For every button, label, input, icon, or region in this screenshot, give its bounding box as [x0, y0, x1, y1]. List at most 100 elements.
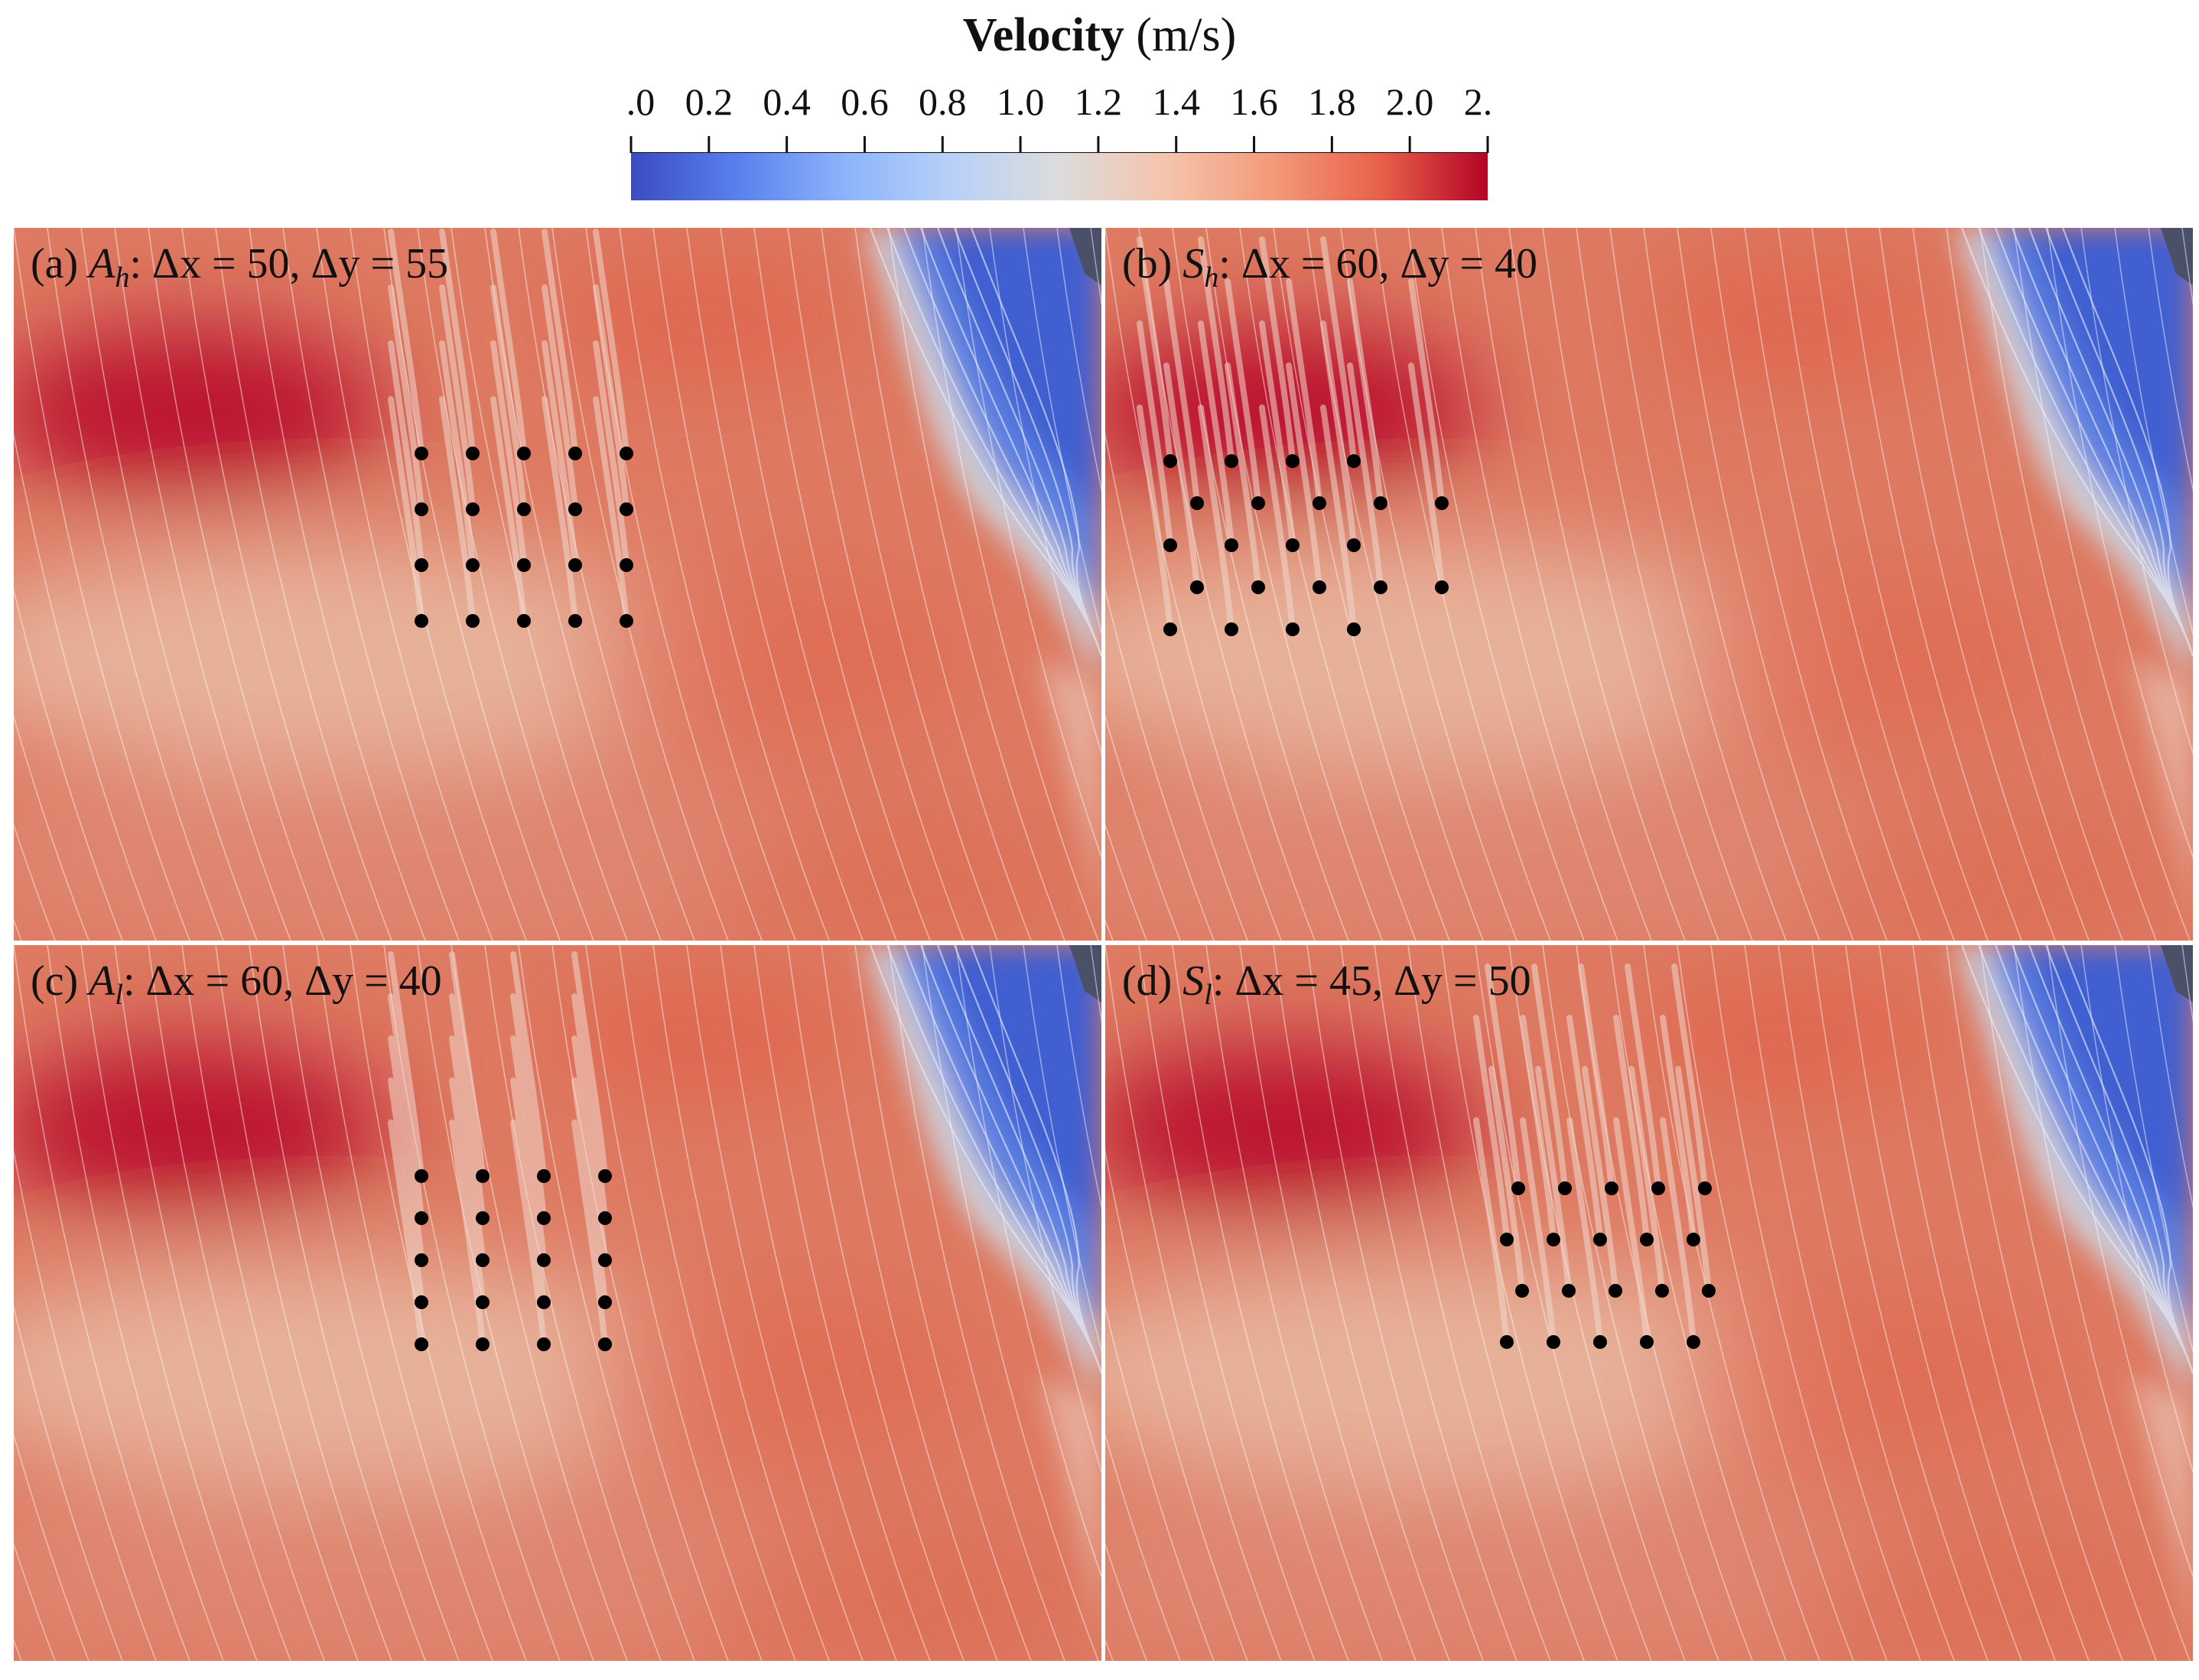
device-marker	[466, 502, 480, 516]
device-marker	[1251, 496, 1265, 510]
colorbar-tick-label: 0.2	[685, 80, 734, 123]
colorbar-tick-label: 1.6	[1230, 80, 1278, 123]
colorbar-tick-label: 1.8	[1308, 80, 1356, 123]
velocity-field-c	[14, 945, 1101, 1661]
device-marker	[1163, 538, 1177, 552]
velocity-field-a	[14, 228, 1101, 941]
layout-subscript: l	[1204, 979, 1212, 1012]
layout-subscript: l	[115, 979, 123, 1012]
device-marker	[1286, 454, 1300, 468]
layout-symbol: A	[89, 240, 115, 288]
colorbar-tick-label: 2.0	[1386, 80, 1434, 123]
device-marker	[415, 1253, 428, 1267]
device-marker	[415, 1337, 428, 1351]
device-marker	[1547, 1335, 1560, 1349]
device-marker	[620, 614, 633, 628]
panel-b: (b) Sh: Δx = 60, Δy = 40	[1105, 228, 2193, 941]
device-marker	[1609, 1284, 1622, 1298]
device-marker	[517, 614, 531, 628]
colorbar-tick-label: 1.2	[1075, 80, 1123, 123]
device-marker	[466, 447, 480, 460]
device-marker	[1313, 580, 1326, 594]
panel-letter: (d)	[1122, 957, 1183, 1005]
device-marker	[1286, 622, 1300, 636]
device-marker	[1593, 1233, 1607, 1246]
device-marker	[1702, 1284, 1716, 1298]
domain-corner	[2161, 228, 2193, 285]
device-marker	[1435, 580, 1449, 594]
device-marker	[620, 447, 633, 460]
device-marker	[1605, 1181, 1618, 1195]
device-marker	[568, 447, 582, 460]
domain-corner	[1069, 945, 1101, 1002]
device-marker	[1558, 1181, 1572, 1195]
domain-corner	[2161, 945, 2193, 1002]
device-marker	[415, 614, 428, 628]
device-marker	[476, 1295, 490, 1309]
device-marker	[1698, 1181, 1712, 1195]
spacing-text: : Δx = 50, Δy = 55	[129, 240, 449, 288]
device-marker	[598, 1169, 612, 1183]
colorbar-tick-label: 0.0	[627, 80, 655, 123]
device-marker	[415, 1211, 428, 1225]
device-marker	[1655, 1284, 1669, 1298]
colorbar-tick-label: 1.0	[997, 80, 1045, 123]
device-marker	[598, 1295, 612, 1309]
device-marker	[1286, 538, 1300, 552]
device-marker	[415, 502, 428, 516]
device-marker	[466, 614, 480, 628]
device-marker	[1547, 1233, 1560, 1246]
wake-streaks	[388, 951, 608, 1347]
colorbar-title-bold: Velocity	[962, 9, 1124, 61]
device-marker	[1687, 1335, 1700, 1349]
spacing-text: : Δx = 60, Δy = 40	[122, 957, 442, 1005]
device-marker	[1374, 580, 1387, 594]
layout-symbol: A	[89, 957, 115, 1005]
device-marker	[568, 502, 582, 516]
device-marker	[476, 1211, 490, 1225]
device-marker	[415, 558, 428, 572]
velocity-field-b	[1105, 228, 2193, 941]
colorbar-tick-label: 2.2	[1464, 80, 1491, 123]
device-marker	[1500, 1335, 1514, 1349]
device-marker	[1190, 496, 1204, 510]
colorbar-title-unit: (m/s)	[1136, 9, 1237, 61]
device-marker	[1347, 538, 1361, 552]
device-marker	[1347, 622, 1361, 636]
spacing-text: : Δx = 45, Δy = 50	[1212, 957, 1531, 1005]
device-marker	[1515, 1284, 1529, 1298]
device-marker	[415, 1295, 428, 1309]
device-marker	[537, 1169, 551, 1183]
device-array	[1500, 1181, 1716, 1349]
device-marker	[620, 558, 633, 572]
velocity-colorbar: 0.0 0.2 0.4 0.6 0.8 1.0 1.2 1.4 1.6 1.8 2.0 2.2	[627, 80, 1491, 200]
colorbar-title: Velocity (m/s)	[0, 5, 2199, 66]
device-marker	[1163, 622, 1177, 636]
device-marker	[537, 1211, 551, 1225]
panel-label-b: (b) Sh: Δx = 60, Δy = 40	[1122, 237, 1537, 304]
device-marker	[620, 502, 633, 516]
device-marker	[1225, 454, 1238, 468]
colorbar-tick-label: 1.4	[1152, 80, 1200, 123]
device-marker	[476, 1253, 490, 1267]
panel-d: (d) Sl: Δx = 45, Δy = 50	[1105, 945, 2193, 1661]
device-marker	[1251, 580, 1265, 594]
device-marker	[1593, 1335, 1607, 1349]
device-marker	[1163, 454, 1177, 468]
device-marker	[1374, 496, 1387, 510]
device-marker	[1225, 622, 1238, 636]
device-marker	[1347, 454, 1361, 468]
device-marker	[517, 502, 531, 516]
spacing-text: : Δx = 60, Δy = 40	[1218, 240, 1538, 288]
wake-streaks	[1473, 963, 1712, 1345]
device-marker	[466, 558, 480, 572]
colorbar-tick-label: 0.6	[841, 80, 889, 123]
layout-symbol: S	[1182, 957, 1205, 1005]
device-marker	[598, 1253, 612, 1267]
colorbar-gradient	[631, 153, 1488, 200]
device-marker	[476, 1169, 490, 1183]
panel-label-c: (c) Al: Δx = 60, Δy = 40	[31, 954, 442, 1022]
device-array	[1163, 454, 1449, 636]
device-array	[415, 447, 633, 628]
